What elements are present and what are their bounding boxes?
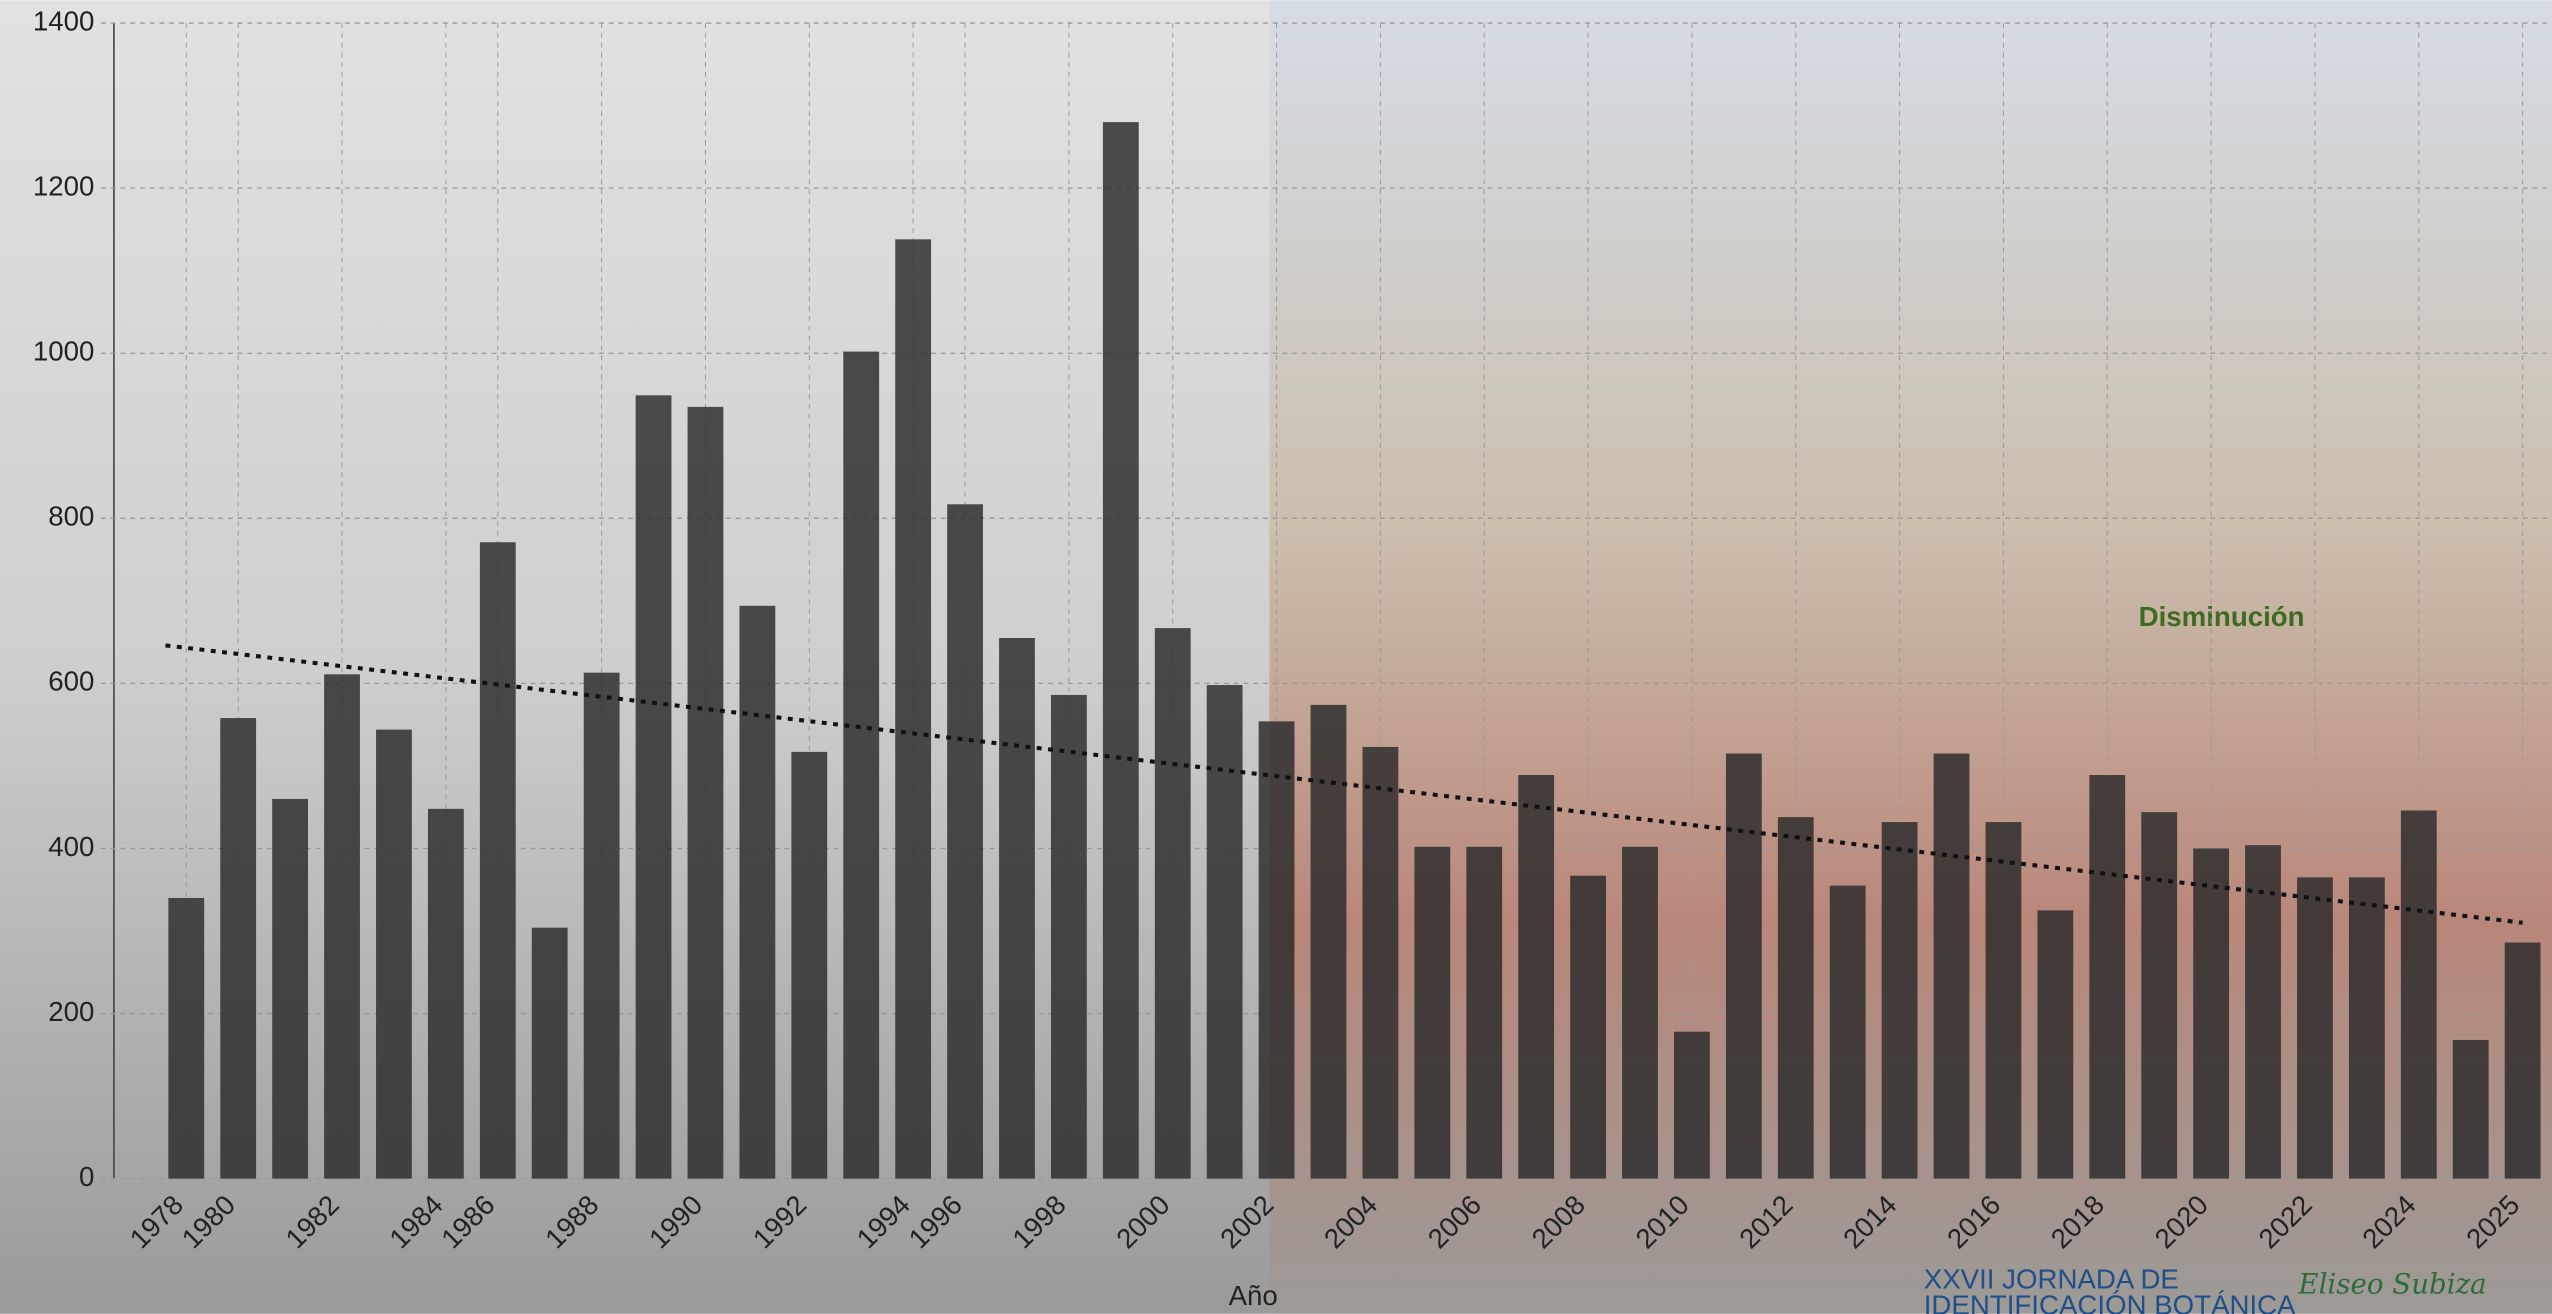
- bar: [999, 637, 1035, 1179]
- bar: [1881, 822, 1918, 1179]
- bar: [376, 729, 412, 1179]
- bar: [2504, 942, 2541, 1179]
- y-tick-label: 0: [79, 1161, 94, 1192]
- trend-line: [165, 643, 2523, 925]
- bar: [1933, 753, 1970, 1179]
- bar: [531, 927, 568, 1179]
- bar: [1310, 704, 1347, 1179]
- bar: [1518, 775, 1555, 1179]
- y-tick-label: 1400: [33, 5, 95, 36]
- bar: [479, 542, 516, 1179]
- bar: [324, 674, 360, 1179]
- bar: [2193, 848, 2230, 1179]
- bar: [583, 672, 620, 1179]
- bar: [1570, 875, 1606, 1179]
- bar: [272, 798, 309, 1179]
- bar: [2037, 910, 2074, 1179]
- bar: [1777, 817, 1814, 1179]
- bar: [1050, 694, 1087, 1179]
- bar: [1206, 685, 1243, 1179]
- bar: [1725, 753, 1762, 1179]
- bar: [791, 751, 828, 1179]
- bar: [220, 718, 257, 1179]
- bar: [1674, 1031, 1710, 1179]
- bar: [1102, 122, 1139, 1179]
- bar: [2245, 845, 2281, 1179]
- bar: [2452, 1039, 2489, 1179]
- footer-line: IDENTIFICACIÓN BOTÁNICA: [1924, 1290, 2296, 1314]
- bar: [2348, 877, 2385, 1179]
- bar: [2089, 775, 2126, 1179]
- bar: [1985, 822, 2022, 1179]
- y-tick-label: 600: [48, 666, 94, 697]
- x-axis-label: Año: [1229, 1280, 1278, 1311]
- bar: [1362, 746, 1399, 1179]
- y-tick-label: 400: [48, 831, 94, 862]
- bar: [947, 504, 983, 1179]
- bar: [1466, 846, 1503, 1179]
- bar: [1829, 885, 1866, 1179]
- annotation: Disminución: [2139, 601, 2305, 632]
- bar: [2141, 812, 2178, 1179]
- bar: [1154, 628, 1191, 1179]
- y-tick-label: 200: [48, 996, 94, 1027]
- bar: [843, 351, 880, 1179]
- bar: [2400, 810, 2437, 1179]
- bar: [687, 406, 724, 1179]
- bar: [1622, 846, 1658, 1179]
- bar: [635, 395, 672, 1179]
- bar: [1414, 846, 1451, 1179]
- footer-line: XXVII JORNADA DE: [1924, 1263, 2179, 1294]
- bar: [168, 897, 205, 1179]
- bar: [895, 239, 932, 1179]
- y-tick-label: 1000: [33, 336, 95, 367]
- bar: [1258, 721, 1295, 1179]
- y-tick-label: 800: [48, 501, 94, 532]
- y-tick-label: 1200: [33, 170, 95, 201]
- bar: [427, 808, 464, 1179]
- bar: [739, 605, 776, 1179]
- bar: [2297, 877, 2333, 1179]
- signature: Eliseo Subiza: [2297, 1268, 2486, 1301]
